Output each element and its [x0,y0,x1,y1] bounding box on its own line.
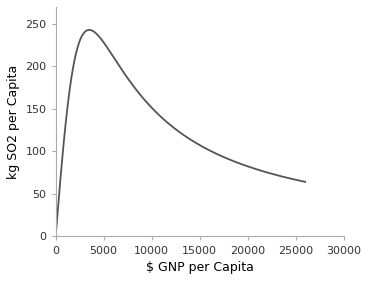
X-axis label: $ GNP per Capita: $ GNP per Capita [146,261,254,274]
Y-axis label: kg SO2 per Capita: kg SO2 per Capita [7,65,20,179]
